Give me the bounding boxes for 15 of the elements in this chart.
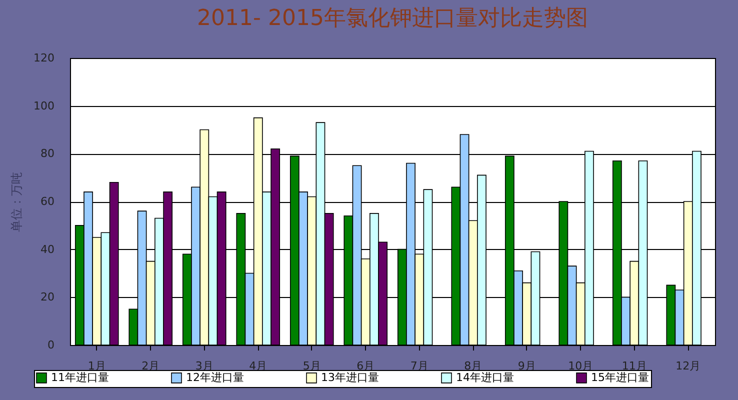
chart-title: 2011- 2015年氯化钾进口量对比走势图 (197, 6, 588, 31)
legend-label: 11年进口量 (51, 370, 109, 384)
legend-label: 13年进口量 (321, 370, 379, 384)
y-tick-label: 100 (34, 99, 54, 112)
y-tick-label: 80 (40, 147, 54, 160)
legend-label: 14年进口量 (456, 370, 514, 384)
y-tick-label: 60 (40, 195, 54, 208)
y-tick-label: 120 (34, 52, 54, 64)
legend-label: 15年进口量 (591, 370, 649, 384)
y-tick-label: 0 (48, 338, 54, 352)
y-axis-title: 单位：万吨 (10, 172, 24, 232)
y-tick-label: 20 (40, 290, 54, 304)
legend-label: 12年进口量 (186, 370, 244, 384)
x-tick-label: 12月 (676, 360, 701, 372)
y-tick-label: 40 (40, 242, 54, 256)
